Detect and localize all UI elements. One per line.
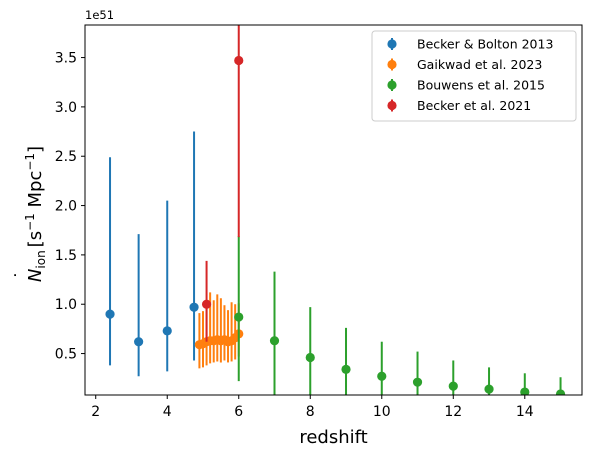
y-label-exp1: −1 xyxy=(23,213,37,231)
y-label-exp2: −1 xyxy=(23,153,37,171)
y-tick-label: 0.5 xyxy=(55,347,77,363)
data-point xyxy=(134,337,144,347)
y-label-unit-mid: Mpc xyxy=(25,171,46,214)
svg-text:Nion[s−1 Mpc−1]: Nion[s−1 Mpc−1] xyxy=(23,146,48,282)
x-tick-label: 10 xyxy=(373,404,391,420)
series-layer xyxy=(105,25,566,395)
x-axis: 2 4 6 8 10 12 14 xyxy=(91,395,534,420)
data-point xyxy=(448,381,458,391)
data-point xyxy=(555,389,566,395)
y-label-sub: ion xyxy=(34,250,48,268)
legend: Becker & Bolton 2013 Gaikwad et al. 2023 B… xyxy=(371,30,577,122)
y-axis: 0.5 1.0 1.5 2.0 2.5 3.0 3.5 xyxy=(55,51,85,363)
x-tick-label: 4 xyxy=(163,404,172,420)
legend-marker xyxy=(387,80,397,90)
y-label-main: N xyxy=(25,269,46,282)
data-point xyxy=(189,302,199,312)
y-tick-label: 3.5 xyxy=(55,51,77,67)
y-tick-label: 1.0 xyxy=(55,297,77,313)
y-offset-text: 1e51 xyxy=(85,8,114,22)
legend-label: Becker & Bolton 2013 xyxy=(417,37,553,52)
data-point xyxy=(341,364,351,374)
x-axis-label: redshift xyxy=(299,427,367,448)
series-3 xyxy=(201,25,244,342)
x-tick-label: 8 xyxy=(306,404,315,420)
legend-marker xyxy=(387,59,397,70)
y-tick-label: 3.0 xyxy=(55,100,77,116)
legend-label: Bouwens et al. 2015 xyxy=(417,78,545,93)
y-label-unit-close: ] xyxy=(25,146,46,153)
y-tick-label: 2.0 xyxy=(55,199,77,215)
legend-marker xyxy=(387,39,397,49)
series-2 xyxy=(234,236,566,395)
data-point xyxy=(105,309,115,319)
y-tick-label: 1.5 xyxy=(55,248,77,264)
data-point xyxy=(484,384,494,394)
y-tick-label: 2.5 xyxy=(55,149,77,165)
data-point xyxy=(412,377,423,387)
legend-label: Gaikwad et al. 2023 xyxy=(417,57,542,72)
data-point xyxy=(201,299,212,309)
y-label-dot: ˙ xyxy=(12,271,33,280)
data-point xyxy=(305,352,315,363)
plot-frame xyxy=(84,24,583,396)
legend-label: Becker et al. 2021 xyxy=(417,98,531,113)
series-0 xyxy=(105,131,199,377)
data-point xyxy=(269,336,280,346)
y-axis-label: Nion[s−1 Mpc−1] ˙ xyxy=(12,146,48,282)
legend-box xyxy=(371,30,577,122)
data-point xyxy=(234,55,244,66)
data-point xyxy=(234,312,244,322)
x-tick-label: 6 xyxy=(234,404,243,420)
data-point xyxy=(520,387,530,395)
series-1 xyxy=(194,292,244,369)
data-point xyxy=(162,326,172,336)
x-tick-label: 2 xyxy=(91,404,100,420)
legend-marker xyxy=(387,100,397,111)
x-tick-label: 14 xyxy=(516,404,534,420)
x-tick-label: 12 xyxy=(444,404,462,420)
data-point xyxy=(377,371,387,381)
y-label-unit-open: [s xyxy=(25,231,46,247)
